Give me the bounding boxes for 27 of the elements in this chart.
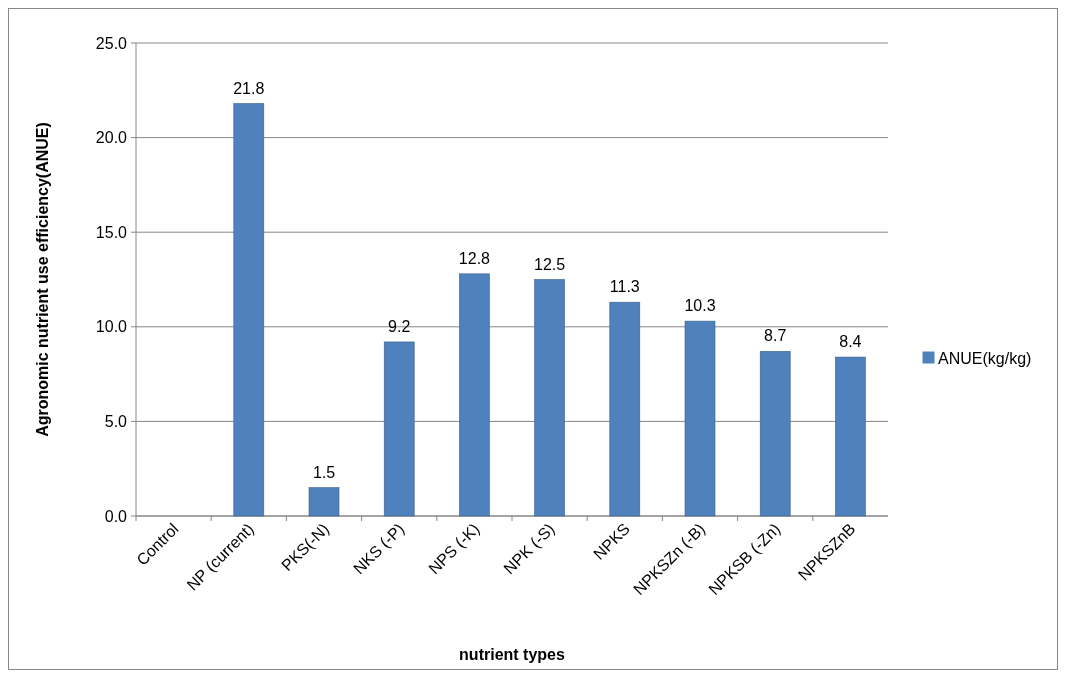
data-label: 21.8 xyxy=(233,79,265,97)
bar xyxy=(308,487,340,517)
bar xyxy=(609,301,641,517)
data-label: 11.3 xyxy=(609,278,640,296)
data-label: 1.5 xyxy=(312,463,336,481)
y-tick-label: 10.0 xyxy=(95,318,128,336)
y-tick-label: 0.0 xyxy=(104,507,128,525)
legend-label: ANUE(kg/kg) xyxy=(938,349,1032,367)
y-tick-label: 5.0 xyxy=(104,413,128,430)
bar xyxy=(383,341,415,517)
data-label: 12.8 xyxy=(458,249,491,267)
y-axis-title: Agronomic nutrient use efficiency(ANUE) xyxy=(34,122,51,437)
data-label: 9.2 xyxy=(388,317,411,335)
bar xyxy=(534,279,565,517)
bar xyxy=(759,351,791,517)
y-tick-label: 25.0 xyxy=(95,34,128,52)
bar xyxy=(684,320,716,517)
bar xyxy=(835,356,866,517)
data-label: 12.5 xyxy=(534,255,566,273)
data-label: 8.4 xyxy=(839,333,862,351)
bar xyxy=(233,103,265,517)
bar xyxy=(459,273,490,517)
x-axis-title: nutrient types xyxy=(459,646,565,663)
y-tick-label: 20.0 xyxy=(95,129,128,147)
data-label: 10.3 xyxy=(684,297,716,315)
data-label: 8.7 xyxy=(764,327,787,345)
y-tick-label: 15.0 xyxy=(95,223,128,241)
